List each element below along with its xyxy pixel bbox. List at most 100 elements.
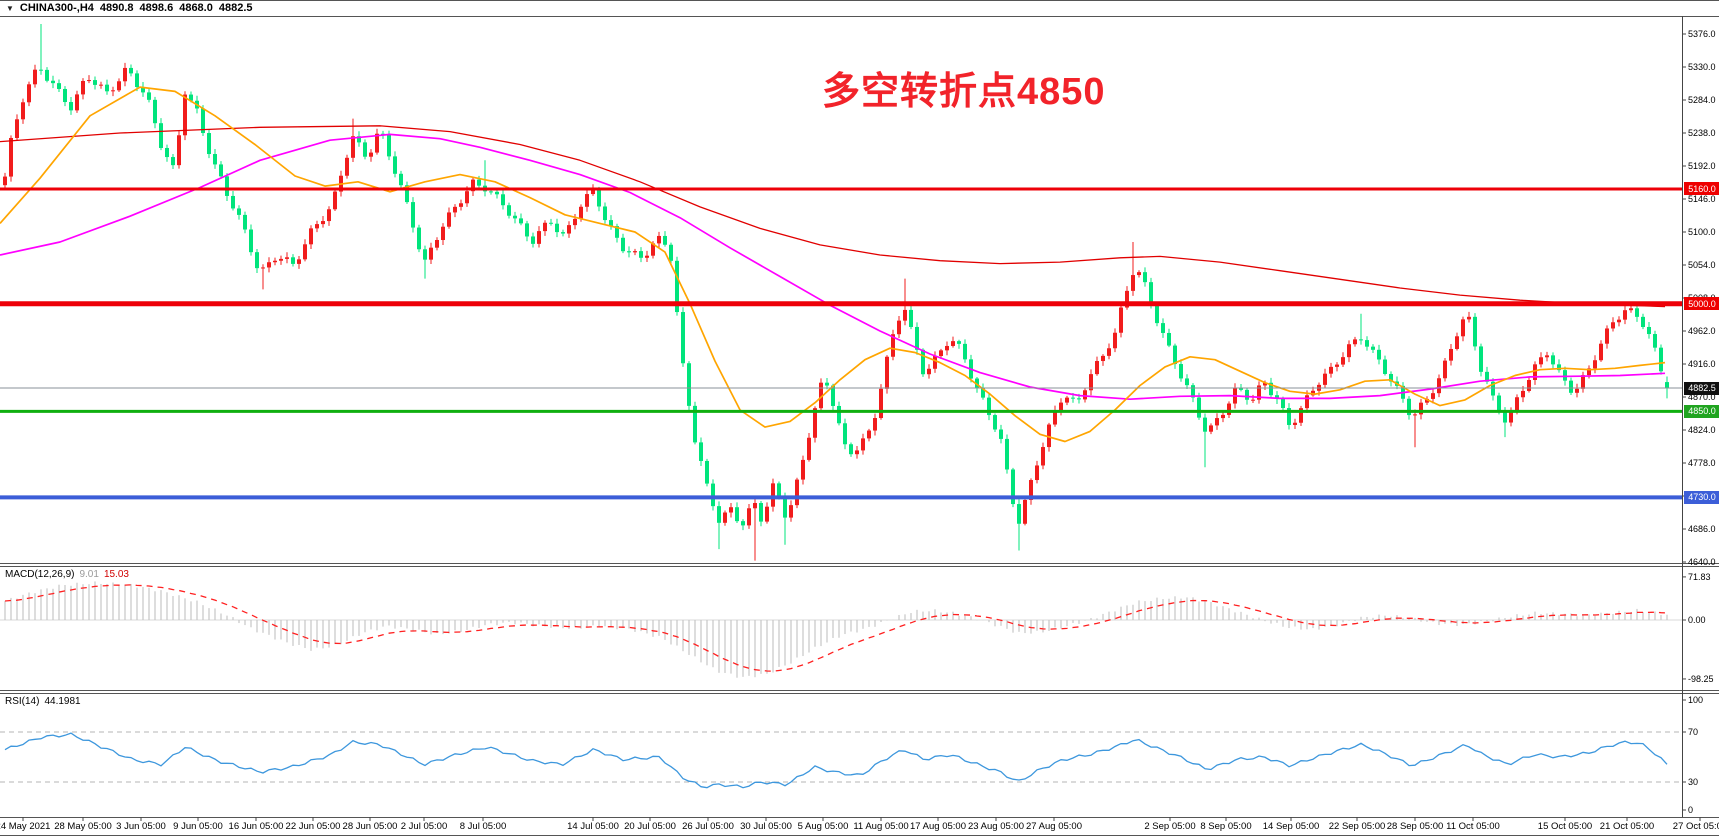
bear-candle <box>1155 304 1159 324</box>
bear-candle <box>1653 334 1657 348</box>
bull-candle <box>15 119 19 138</box>
y-axis-tick-label: 4962.0 <box>1688 326 1716 336</box>
bull-candle <box>333 191 337 210</box>
bear-candle <box>1659 347 1663 372</box>
bear-candle <box>405 185 409 203</box>
y-axis-tick-label: 5284.0 <box>1688 95 1716 105</box>
y-axis-tick-label: 5330.0 <box>1688 62 1716 72</box>
bear-candle <box>1551 355 1555 365</box>
bull-candle <box>183 94 187 136</box>
bull-candle <box>1599 343 1603 361</box>
bull-candle <box>123 67 127 82</box>
macd-signal-value: 15.03 <box>103 569 129 580</box>
x-axis-date-label: 26 Jul 05:00 <box>682 821 734 832</box>
price-level-badge-5000.0: 5000.0 <box>1684 297 1719 311</box>
bear-candle <box>1641 316 1645 327</box>
bear-candle <box>837 405 841 424</box>
symbol-dropdown-icon[interactable]: ▼ <box>6 3 14 13</box>
bear-candle <box>603 206 607 221</box>
rsi-value: 44.1981 <box>44 696 81 707</box>
macd-axis-label: -98.25 <box>1688 673 1714 684</box>
x-axis-date-label: 22 Sep 05:00 <box>1328 821 1386 832</box>
bear-candle <box>417 227 421 250</box>
bull-candle <box>1341 357 1345 365</box>
bull-candle <box>729 507 733 513</box>
bear-candle <box>1173 345 1177 365</box>
bear-candle <box>489 191 493 193</box>
bear-candle <box>1269 382 1273 396</box>
bull-candle <box>261 267 265 269</box>
bull-candle <box>1437 378 1441 394</box>
y-axis-tick-label: 4686.0 <box>1688 524 1716 534</box>
bear-candle <box>363 142 367 157</box>
x-axis-date-label: 23 Aug 05:00 <box>968 821 1024 832</box>
rsi-axis-label: 100 <box>1688 695 1704 705</box>
bear-candle <box>1149 282 1153 305</box>
bear-candle <box>735 507 739 522</box>
x-axis-date-label: 15 Oct 05:00 <box>1537 821 1593 832</box>
bull-candle <box>177 135 181 166</box>
bear-candle <box>1143 272 1147 283</box>
bull-candle <box>285 257 289 259</box>
bear-candle <box>1383 359 1387 374</box>
bull-candle <box>927 368 931 375</box>
bear-candle <box>1167 332 1171 346</box>
bull-candle <box>1323 373 1327 385</box>
bear-candle <box>93 80 97 85</box>
bear-candle <box>693 405 697 443</box>
bull-candle <box>1335 364 1339 367</box>
bar-high-value: 4898.6 <box>139 2 174 14</box>
bull-candle <box>789 505 793 518</box>
bear-candle <box>849 444 853 455</box>
bear-candle <box>477 179 481 186</box>
bull-candle <box>1629 308 1633 311</box>
bear-candle <box>207 133 211 155</box>
bear-candle <box>987 397 991 416</box>
bull-candle <box>435 240 439 248</box>
bull-candle <box>369 152 373 157</box>
bull-candle <box>657 235 661 244</box>
bear-candle <box>45 69 49 81</box>
bear-candle <box>597 189 601 207</box>
bull-candle <box>447 212 451 227</box>
bull-candle <box>933 355 937 369</box>
y-axis-tick-label: 4916.0 <box>1688 359 1716 369</box>
bull-candle <box>1353 339 1357 345</box>
rsi-name: RSI(14) <box>5 696 40 707</box>
bull-candle <box>117 81 121 91</box>
bear-candle <box>393 156 397 174</box>
y-axis-tick-label: 5238.0 <box>1688 128 1716 138</box>
bear-candle <box>1017 504 1021 524</box>
bull-candle <box>1455 336 1459 349</box>
bull-candle <box>1515 397 1519 411</box>
bull-candle <box>1305 395 1309 409</box>
bar-low-value: 4868.0 <box>179 2 213 14</box>
bull-candle <box>429 247 433 260</box>
bull-candle <box>1593 360 1597 369</box>
bull-candle <box>1101 355 1105 362</box>
bear-candle <box>957 341 961 344</box>
bull-candle <box>375 133 379 153</box>
bull-candle <box>1131 275 1135 291</box>
bear-candle <box>1371 346 1375 350</box>
bear-candle <box>1077 398 1081 400</box>
bull-candle <box>585 194 589 207</box>
bear-candle <box>981 388 985 398</box>
bear-candle <box>1485 371 1489 382</box>
bull-candle <box>897 320 901 335</box>
bull-candle <box>633 251 637 253</box>
bull-candle <box>645 255 649 258</box>
bear-candle <box>621 237 625 252</box>
bear-candle <box>1071 397 1075 399</box>
bull-candle <box>855 450 859 455</box>
bull-candle <box>1461 319 1465 337</box>
bear-candle <box>153 99 157 124</box>
bull-candle <box>1251 399 1255 401</box>
bull-candle <box>3 176 7 186</box>
bear-candle <box>777 483 781 497</box>
bear-candle <box>825 382 829 386</box>
x-axis-date-label: 28 Jun 05:00 <box>342 821 398 832</box>
bear-candle <box>1191 385 1195 398</box>
bull-candle <box>723 512 727 523</box>
